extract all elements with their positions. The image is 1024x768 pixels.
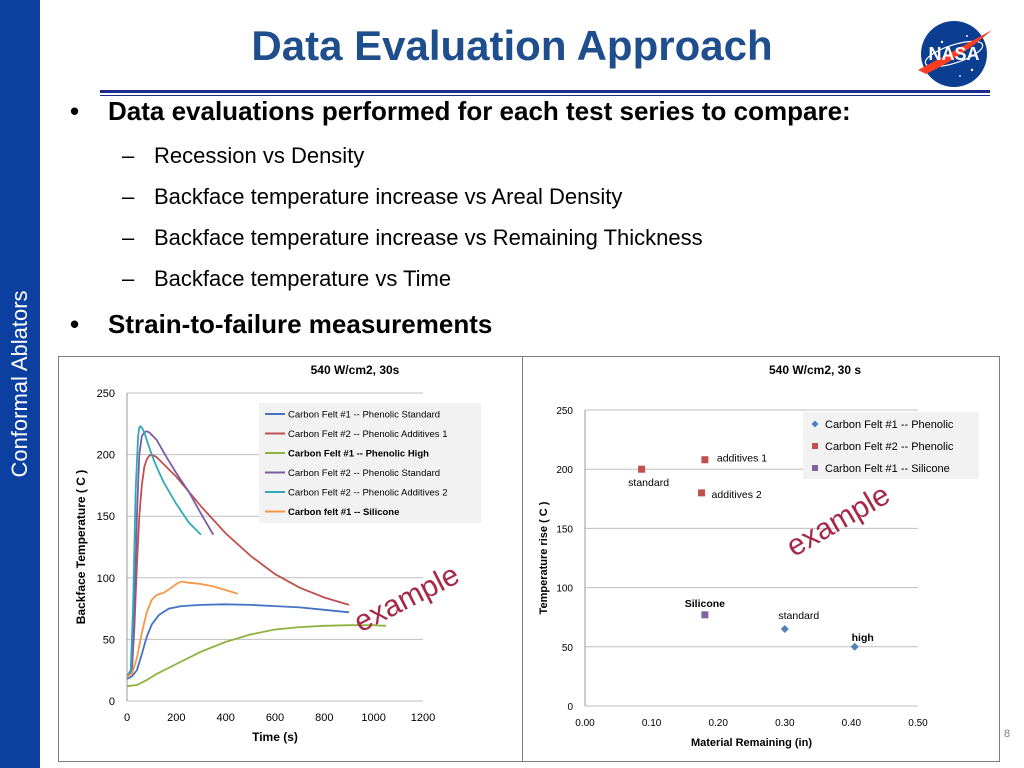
legend-entry: Carbon Felt #2 -- Phenolic Additives 2 bbox=[288, 488, 447, 499]
sub-bullet-3: – Backface temperature increase vs Remain… bbox=[122, 225, 703, 250]
legend-entry: Carbon Felt #1 -- Phenolic Standard bbox=[288, 410, 440, 421]
series-line-2 bbox=[126, 453, 350, 677]
slide-title: Data Evaluation Approach bbox=[251, 22, 773, 69]
bullet-2-text: Strain-to-failure measurements bbox=[108, 309, 493, 339]
sub-bullet-4: – Backface temperature vs Time bbox=[122, 266, 452, 291]
y-tick-label: 150 bbox=[97, 511, 115, 523]
legend-entry: Carbon Felt #1 -- Phenolic High bbox=[288, 449, 429, 460]
x-tick-label: 1000 bbox=[361, 712, 385, 724]
x-tick-label: 0.40 bbox=[842, 718, 862, 729]
y-tick-label: 100 bbox=[556, 584, 573, 595]
x-tick-label: 0.20 bbox=[708, 718, 728, 729]
x-tick-label: 200 bbox=[167, 712, 185, 724]
data-point-label: Silicone bbox=[685, 598, 725, 610]
data-point-diamond bbox=[780, 625, 789, 634]
legend-entry: Carbon Felt #1 -- Phenolic bbox=[825, 419, 954, 431]
legend-entry: Carbon Felt #2 -- Phenolic Additives 1 bbox=[288, 429, 447, 440]
data-point-diamond bbox=[850, 642, 859, 651]
legend-entry: Carbon felt #1 -- Silicone bbox=[288, 507, 399, 518]
legend-entry: Carbon Felt #2 -- Phenolic Standard bbox=[288, 468, 440, 479]
y-axis-label: Temperature rise ( C ) bbox=[538, 501, 550, 614]
sub-bullet-text: Recession vs Density bbox=[154, 143, 365, 168]
data-point-square bbox=[701, 456, 709, 464]
x-tick-label: 0.30 bbox=[775, 718, 795, 729]
sidebar-title: Conformal Ablators bbox=[7, 290, 32, 478]
y-tick-label: 100 bbox=[97, 573, 115, 585]
chart-title: 540 W/cm2, 30s bbox=[311, 363, 400, 377]
svg-text:NASA: NASA bbox=[928, 44, 979, 64]
data-point-label: standard bbox=[778, 610, 819, 622]
series-line-3 bbox=[126, 624, 387, 688]
y-tick-label: 200 bbox=[97, 450, 115, 462]
y-tick-label: 50 bbox=[562, 643, 574, 654]
temperature-rise-scatter-chart: 540 W/cm2, 30 s 0 50 100 150 200 250 0.00 0.10 0.… bbox=[538, 363, 979, 749]
legend-marker bbox=[811, 420, 819, 428]
data-point-label: high bbox=[852, 632, 874, 644]
x-tick-label: 400 bbox=[216, 712, 234, 724]
nasa-logo-icon: NASA bbox=[918, 21, 992, 87]
x-tick-label: 0.00 bbox=[575, 718, 595, 729]
legend-marker bbox=[812, 443, 818, 449]
x-axis-label: Material Remaining (in) bbox=[691, 737, 812, 749]
x-tick-label: 800 bbox=[315, 712, 333, 724]
legend-marker bbox=[812, 465, 818, 471]
bullet-dot: • bbox=[70, 309, 80, 339]
x-tick-label: 1200 bbox=[411, 712, 435, 724]
sub-bullet-text: Backface temperature increase vs Areal D… bbox=[154, 184, 623, 209]
series-line-4 bbox=[126, 430, 215, 677]
x-axis-label: Time (s) bbox=[252, 730, 298, 744]
x-tick-label: 0.10 bbox=[642, 718, 662, 729]
y-tick-label: 0 bbox=[109, 696, 115, 708]
x-tick-label: 0 bbox=[124, 712, 130, 724]
y-tick-label: 250 bbox=[97, 388, 115, 400]
y-tick-label: 0 bbox=[567, 702, 573, 713]
data-point-square bbox=[701, 611, 709, 619]
bullet-dot: • bbox=[70, 96, 80, 126]
data-point-label: standard bbox=[628, 477, 669, 489]
x-tick-label: 0.50 bbox=[908, 718, 928, 729]
chart-title: 540 W/cm2, 30 s bbox=[769, 363, 861, 377]
watermark-text: example bbox=[781, 478, 896, 563]
sub-bullet-2: – Backface temperature increase vs Areal … bbox=[122, 184, 623, 209]
sub-bullet-text: Backface temperature vs Time bbox=[154, 266, 452, 291]
bullet-1: • Data evaluations performed for each tes… bbox=[70, 96, 851, 127]
data-point-square bbox=[638, 465, 646, 473]
y-tick-label: 50 bbox=[103, 634, 115, 646]
y-tick-label: 250 bbox=[556, 406, 573, 417]
page-number: 8 bbox=[1004, 728, 1011, 740]
legend-entry: Carbon Felt #1 -- Silicone bbox=[825, 463, 950, 475]
legend-box bbox=[259, 403, 481, 523]
bullet-2: • Strain-to-failure measurements bbox=[70, 309, 492, 340]
y-tick-label: 200 bbox=[556, 465, 573, 476]
line-chart-panel: 540 W/cm2, 30s 0 50 100 150 200 250 0 200 400 600 8… bbox=[58, 356, 524, 762]
title-rule-thin bbox=[100, 95, 990, 96]
legend-entry: Carbon Felt #2 -- Phenolic bbox=[825, 441, 954, 453]
series-line-6 bbox=[126, 580, 239, 678]
series-line-1 bbox=[126, 603, 350, 680]
x-tick-label: 600 bbox=[266, 712, 284, 724]
y-tick-label: 150 bbox=[556, 524, 573, 535]
scatter-chart-panel: 540 W/cm2, 30 s 0 50 100 150 200 250 0.00 0.10 0.… bbox=[522, 356, 1000, 762]
sub-bullet-text: Backface temperature increase vs Remaini… bbox=[154, 225, 703, 250]
y-axis-label: Backface Temperature ( C ) bbox=[74, 470, 88, 625]
watermark-text: example bbox=[349, 558, 465, 639]
data-point-label: additives 2 bbox=[712, 489, 762, 501]
series-line-5 bbox=[126, 425, 202, 677]
data-point-label: additives 1 bbox=[717, 453, 767, 465]
sub-bullet-1: – Recession vs Density bbox=[122, 143, 365, 168]
bullet-1-text: Data evaluations performed for each test… bbox=[108, 96, 851, 126]
data-point-square bbox=[698, 489, 706, 497]
backface-temperature-line-chart: 540 W/cm2, 30s 0 50 100 150 200 250 0 200 400 600 8… bbox=[74, 363, 481, 744]
legend-box bbox=[803, 412, 979, 479]
title-rule bbox=[100, 90, 990, 93]
sidebar-band: Conformal Ablators bbox=[0, 0, 40, 768]
